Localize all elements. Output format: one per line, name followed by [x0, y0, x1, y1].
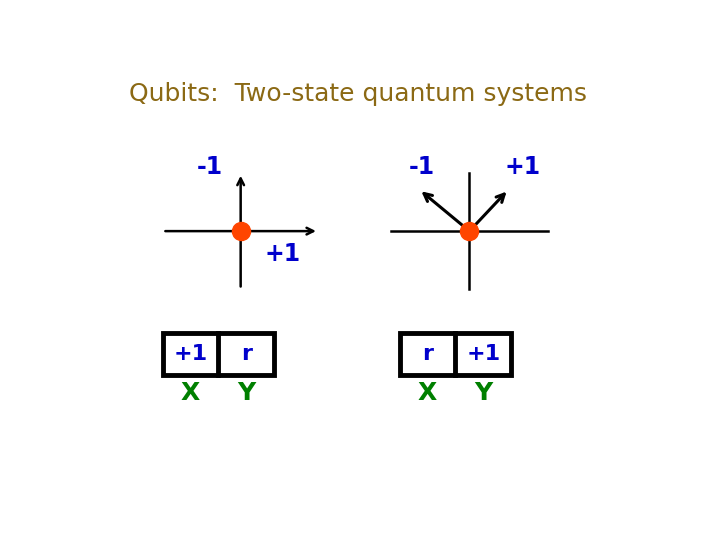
Text: +1: +1: [467, 344, 500, 364]
Text: r: r: [240, 344, 252, 364]
Text: X: X: [181, 381, 200, 406]
Text: +1: +1: [505, 154, 541, 179]
Bar: [163, 333, 274, 375]
Text: +1: +1: [264, 242, 300, 266]
Text: -1: -1: [409, 154, 435, 179]
Text: Y: Y: [237, 381, 256, 406]
Text: Qubits:  Two-state quantum systems: Qubits: Two-state quantum systems: [129, 82, 587, 106]
Text: Y: Y: [474, 381, 492, 406]
Text: X: X: [418, 381, 437, 406]
Text: +1: +1: [174, 344, 207, 364]
Text: r: r: [422, 344, 433, 364]
Text: -1: -1: [197, 154, 223, 179]
Bar: [400, 333, 511, 375]
